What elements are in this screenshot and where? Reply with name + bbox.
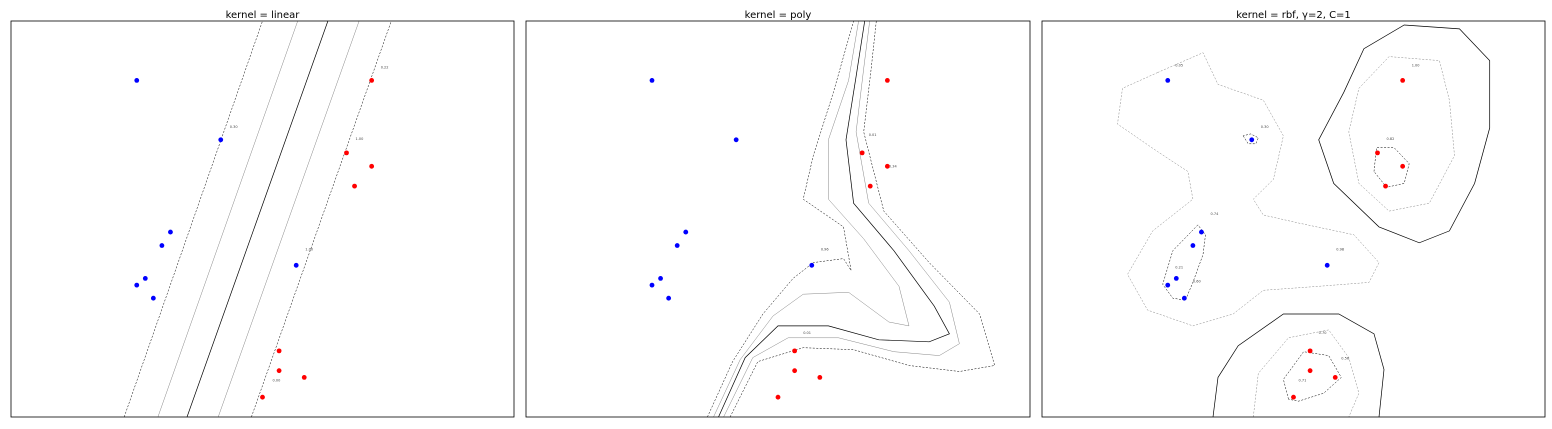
data-point-positive (792, 368, 798, 374)
data-point-negative (159, 243, 165, 248)
contour-support-neg-cluster (1162, 224, 1206, 301)
data-point-positive (1291, 394, 1296, 400)
data-point-positive (775, 394, 781, 400)
chart-panel-2: kernel = poly 0.01 0.34 0.96 0.01 (525, 10, 1031, 418)
data-point-negative (809, 262, 815, 268)
contour-label: 0.60 (1193, 279, 1201, 283)
data-point-negative (142, 276, 148, 281)
contour-label: 0.74 (1211, 212, 1220, 216)
chart-panel-3: kernel = rbf, γ=2, C=1 0.05 1.00 0.30 0.82 0.… (1041, 10, 1546, 418)
data-point-negative (1173, 276, 1179, 281)
contour-support-neg-point (1242, 133, 1259, 145)
data-point-negative (1181, 295, 1187, 301)
data-point-positive (1383, 183, 1388, 189)
contour-label: 0.98 (1336, 248, 1344, 252)
plot-frame (1041, 20, 1546, 418)
data-point-negative (674, 243, 680, 248)
data-point-positive (1307, 368, 1313, 374)
contour-support-1 (123, 21, 263, 417)
plot-frame (525, 20, 1031, 418)
contour-support-bottom (1283, 351, 1342, 402)
plot-frame (10, 20, 515, 418)
contour-label: 1.00 (356, 137, 364, 141)
contour-label: 0.30 (1261, 125, 1269, 129)
data-point-negative (1190, 243, 1196, 248)
data-point-negative (658, 276, 663, 281)
decision-contours (707, 21, 996, 417)
contour-label: 0.96 (821, 248, 829, 252)
data-point-negative (293, 262, 299, 268)
contour-label: 0.00 (273, 378, 281, 382)
contour-support+1 (729, 21, 996, 417)
data-point-negative (1324, 262, 1330, 268)
data-point-positive (352, 183, 357, 189)
data-point-negative (134, 282, 140, 288)
data-point-positive (260, 394, 265, 400)
data-point-positive (817, 375, 823, 380)
contour-margin-1 (713, 21, 910, 417)
data-point-negative (649, 78, 655, 83)
data-point-negative (134, 78, 140, 83)
data-point-positive (276, 368, 282, 374)
data-point-negative (168, 229, 173, 235)
contour-label: 0.22 (381, 66, 389, 70)
panel-title: kernel = linear (226, 10, 301, 21)
data-point-negative (666, 295, 672, 301)
contour-boundary-bottom (1212, 313, 1385, 417)
data-point-positive (369, 78, 375, 83)
contour-label: 0.01 (803, 331, 811, 335)
contour-label: 0.05 (1175, 64, 1183, 68)
data-point-negative (649, 282, 655, 288)
data-point-negative (1199, 229, 1204, 235)
data-point-positive (1400, 163, 1406, 169)
data-point-positive (1375, 150, 1380, 156)
data-point-positive (1400, 78, 1406, 83)
contour-margin-1 (157, 21, 298, 417)
data-point-negative (683, 229, 689, 235)
contour-boundary (186, 21, 329, 417)
panel-title: kernel = poly (745, 10, 812, 21)
data-point-positive (276, 348, 282, 354)
data-point-positive (867, 183, 873, 189)
contour-label: 1.00 (1412, 64, 1420, 68)
contour-label: 0.34 (889, 165, 898, 169)
data-point-positive (884, 163, 890, 169)
data-point-positive (1307, 348, 1313, 354)
data-point-positive (344, 150, 349, 156)
contour-label: 0.71 (1299, 378, 1307, 382)
panel-title: kernel = rbf, γ=2, C=1 (1236, 10, 1351, 21)
contour-support-1 (707, 21, 854, 417)
data-point-positive (859, 150, 865, 156)
contour-margin+1 (723, 21, 960, 417)
contour-margin+1 (217, 21, 360, 417)
data-point-negative (1165, 78, 1171, 83)
contour-label: 0.21 (1175, 266, 1183, 270)
contour-label: 0.56 (1341, 357, 1349, 361)
data-point-positive (369, 163, 375, 169)
data-point-negative (1249, 137, 1255, 143)
contour-margin-bottom (1253, 329, 1360, 417)
decision-contours (123, 21, 392, 417)
contour-boundary (718, 21, 950, 417)
contour-boundary-top-right (1318, 24, 1491, 244)
data-point-positive (301, 375, 307, 380)
chart-panel-1: kernel = linear 0.22 0.30 1.00 1.00 0.00 (10, 10, 515, 418)
decision-contours (1117, 24, 1491, 417)
data-point-negative (733, 137, 739, 143)
contour-label: 0.82 (1387, 137, 1395, 141)
contour-label: 0.70 (1319, 331, 1327, 335)
contour-margin-top-right (1348, 56, 1455, 212)
contour-label: 1.00 (305, 248, 313, 252)
data-point-negative (150, 295, 156, 301)
contour-label: 0.01 (869, 133, 877, 137)
data-point-negative (1165, 282, 1171, 288)
data-point-positive (1332, 375, 1338, 380)
data-point-positive (884, 78, 890, 83)
contour-label: 0.30 (230, 125, 238, 129)
data-point-positive (792, 348, 798, 354)
data-point-negative (218, 137, 224, 143)
